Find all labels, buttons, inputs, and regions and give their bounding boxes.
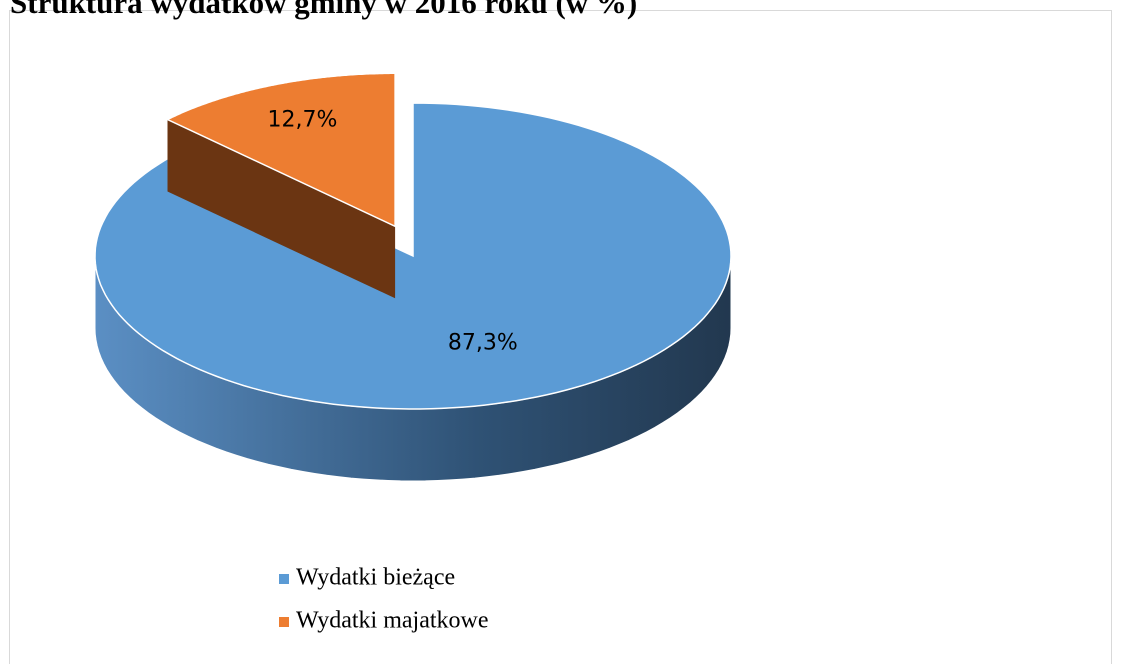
- legend-label: Wydatki majatkowe: [296, 608, 489, 634]
- slice-edge: [167, 119, 396, 299]
- legend-swatch: [279, 617, 289, 627]
- data-label: 87,3%: [448, 331, 518, 356]
- legend-swatch: [279, 574, 289, 584]
- data-label: 12,7%: [268, 108, 338, 133]
- chart-title: Struktura wydatków gminy w 2016 roku (w …: [10, 0, 637, 20]
- pie-slice: [165, 72, 396, 228]
- pie-slice: [94, 102, 732, 410]
- legend-label: Wydatki bieżące: [296, 565, 455, 591]
- chart-border: [9, 10, 1112, 664]
